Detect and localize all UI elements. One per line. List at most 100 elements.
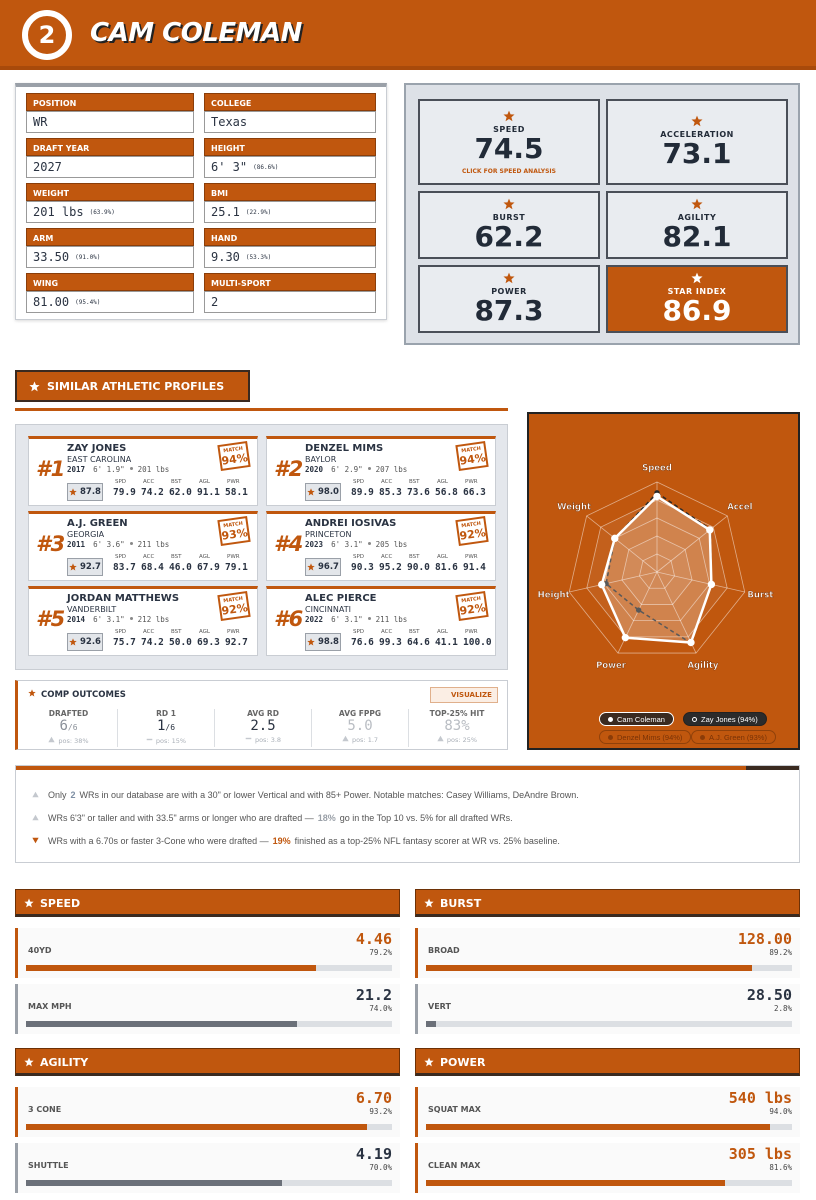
profile-card[interactable]: #5 JORDAN MATTHEWS VANDERBILT 2014 6' 3.1" 21… xyxy=(28,586,258,656)
insight: Only 2 WRs in our database are with a 30" … xyxy=(32,790,579,800)
stat-value: 92.7 xyxy=(225,637,248,648)
metric-percentile: 93.2% xyxy=(369,1107,392,1116)
insight: WRs 6'3" or taller and with 33.5" arms o… xyxy=(32,813,513,823)
stat-label: PWR xyxy=(227,554,240,560)
insight-text-end: go in the Top 10 vs. 5% for all drafted … xyxy=(339,813,513,823)
match-badge: MATCH 94% xyxy=(217,441,251,471)
axis-label: Accel xyxy=(727,503,752,513)
stat-value: 79.9 xyxy=(113,487,136,498)
rank: #5 xyxy=(36,607,66,631)
profile-field: WING 81.00 (95.4%) xyxy=(26,273,194,313)
visualize-button[interactable]: VISUALIZE xyxy=(430,687,498,703)
metric-bar xyxy=(26,1124,368,1130)
weight: 211 lbs xyxy=(137,540,170,549)
comp-note: pos: 38% xyxy=(20,736,117,745)
weight: 212 lbs xyxy=(137,615,170,624)
stat-value: 91.1 xyxy=(197,487,220,498)
profile-field: POSITION WR xyxy=(26,93,194,133)
accent-bar xyxy=(16,766,746,770)
comp-note: pos: 15% xyxy=(118,736,214,745)
school: BAYLOR xyxy=(305,455,337,464)
profile-card[interactable]: #2 DENZEL MIMS BAYLOR 2020 6' 2.9" 207 lbs 98.… xyxy=(266,436,496,506)
stat-label: PWR xyxy=(465,629,478,635)
school: PRINCETON xyxy=(305,530,352,539)
metric-header: AGILITY xyxy=(15,1048,400,1076)
sep xyxy=(367,617,371,620)
insight-text-end: finished as a top-25% NFL fantasy scorer… xyxy=(294,836,560,846)
comp-note-text: pos: 38% xyxy=(58,737,89,745)
legend-item[interactable]: Zay Jones (94%) xyxy=(683,712,767,726)
profile-card[interactable]: #3 A.J. GREEN GEORGIA 2011 6' 3.6" 211 lbs 92.… xyxy=(28,511,258,581)
stat-value: 90.0 xyxy=(407,562,430,573)
comp-note-text: pos: 25% xyxy=(446,736,478,744)
similar-panel: #1 ZAY JONES EAST CAROLINA 2017 6' 1.9" 201 l… xyxy=(15,424,508,670)
stat-label: BST xyxy=(171,629,182,635)
height: 6' 3.1" xyxy=(331,540,363,549)
profile-card[interactable]: #1 ZAY JONES EAST CAROLINA 2017 6' 1.9" 201 l… xyxy=(28,436,258,506)
section-title: SIMILAR ATHLETIC PROFILES xyxy=(47,380,225,393)
stat-value: 79.1 xyxy=(225,562,248,573)
metric-row: VERT 28.50 2.8% xyxy=(415,984,800,1034)
comp-note-text: pos: 1.7 xyxy=(351,736,379,744)
stat-label: ACC xyxy=(381,629,393,635)
star-score: 87.8 xyxy=(67,483,103,501)
metric-label: SHUTTLE xyxy=(28,1161,69,1170)
metric-bar xyxy=(26,965,316,971)
stat-label: AGL xyxy=(199,629,210,635)
trend-arrow xyxy=(48,736,56,743)
rank: #1 xyxy=(36,457,66,481)
stat-value: 81.6 xyxy=(435,562,458,573)
year: 2023 xyxy=(305,540,324,549)
metric-track xyxy=(26,1124,392,1130)
legend-item-inactive[interactable]: Denzel Mims (94%) xyxy=(599,730,692,744)
metric-row: 40YD 4.46 79.2% xyxy=(15,928,400,978)
field-percentile: (95.4%) xyxy=(75,299,101,306)
speed-analysis-link[interactable]: CLICK FOR SPEED ANALYSIS xyxy=(462,167,556,175)
spoke xyxy=(656,571,745,593)
match-value: 93% xyxy=(220,526,249,543)
metric-label: VERT xyxy=(428,1002,451,1011)
comp-note-text: pos: 15% xyxy=(155,737,187,745)
score-card: POWER 87.3 xyxy=(418,265,600,333)
metric-panel: SPEED 40YD 4.46 79.2% MAX MPH 21.2 74.0% xyxy=(15,889,400,1037)
star-value: 96.7 xyxy=(318,562,339,572)
profile-card[interactable]: #4 ANDREI IOSIVAS PRINCETON 2023 6' 3.1" 205 … xyxy=(266,511,496,581)
legend-item[interactable]: Cam Coleman xyxy=(599,712,674,726)
comp-label: AVG RD xyxy=(247,709,279,718)
comp-column: RD 1 1/6 pos: 15% xyxy=(117,709,214,747)
field-value: 2 xyxy=(204,291,376,313)
player-name: ANDREI IOSIVAS xyxy=(305,518,397,529)
icon xyxy=(503,198,515,210)
stat-label: PWR xyxy=(465,554,478,560)
legend-item-inactive[interactable]: A.J. Green (93%) xyxy=(691,730,776,744)
field-value-text: 2 xyxy=(211,295,219,309)
year: 2011 xyxy=(67,540,86,549)
icon-shape xyxy=(503,110,515,121)
legend-label: Cam Coleman xyxy=(617,715,665,724)
rank: #6 xyxy=(274,607,304,631)
year: 2022 xyxy=(305,615,324,624)
dash xyxy=(146,738,153,741)
comp-value: 5.0 xyxy=(312,718,408,735)
field-label: POSITION xyxy=(26,93,194,111)
comp-value: 83% xyxy=(409,718,505,735)
field-value: Texas xyxy=(204,111,376,133)
radar-chart: Speed Accel Burst Agility Power Height Weight xyxy=(537,463,773,671)
comp-number: 5.0 xyxy=(347,718,373,734)
icon xyxy=(691,115,703,127)
score-value: 82.1 xyxy=(662,220,732,253)
icon-shape xyxy=(69,488,77,496)
school: GEORGIA xyxy=(67,530,105,539)
insight-text: Only xyxy=(48,790,67,800)
match-badge: MATCH 93% xyxy=(217,516,251,546)
metric-label: 3 CONE xyxy=(28,1105,62,1114)
profile-card[interactable]: #6 ALEC PIERCE CINCINNATI 2022 6' 3.1" 211 lb… xyxy=(266,586,496,656)
stat-value: 75.7 xyxy=(113,637,136,648)
metric-label: BROAD xyxy=(428,946,460,955)
metric-percentile: 74.0% xyxy=(369,1004,392,1013)
stat-label: SPD xyxy=(115,479,127,485)
metric-label: 40YD xyxy=(28,946,52,955)
stat-label: PWR xyxy=(465,479,478,485)
sep xyxy=(129,617,133,620)
icon xyxy=(691,198,703,210)
